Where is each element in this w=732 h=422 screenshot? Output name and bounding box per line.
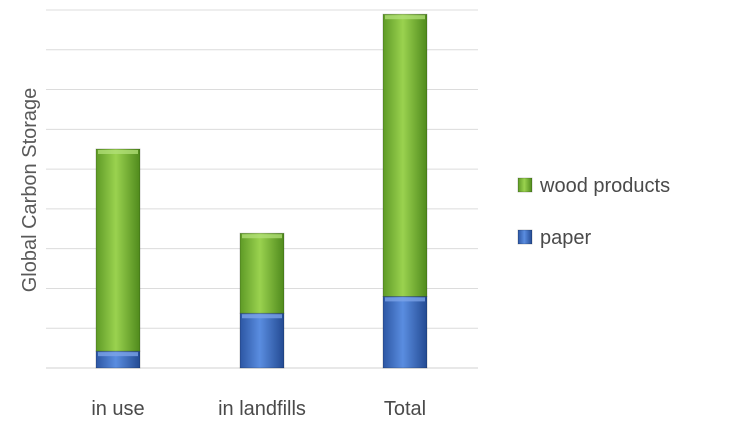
bar-bevel bbox=[242, 314, 282, 319]
bar-bevel bbox=[242, 234, 282, 239]
bar-bevel bbox=[98, 352, 138, 357]
bar-wood-products-in-use bbox=[95, 148, 141, 352]
y-axis-title: Global Carbon Storage bbox=[19, 88, 41, 293]
legend-label-wood-products: wood products bbox=[539, 175, 670, 197]
bars bbox=[95, 13, 428, 369]
x-axis-tick-labels: in use in landfills Total bbox=[91, 398, 426, 420]
x-tick-label: in landfills bbox=[218, 398, 306, 420]
legend-swatch-wood-products bbox=[517, 177, 533, 193]
legend: wood products paper bbox=[517, 175, 670, 249]
bar-bevel bbox=[385, 297, 425, 302]
bar-bevel bbox=[98, 149, 138, 154]
bar-bevel bbox=[385, 15, 425, 20]
x-tick-label: in use bbox=[91, 398, 144, 420]
bar-paper-in-landfills bbox=[239, 312, 285, 369]
bar-wood-products-total bbox=[382, 13, 428, 297]
bar-wood-products-in-landfills bbox=[239, 232, 285, 314]
legend-label-paper: paper bbox=[540, 227, 591, 249]
bar-paper-total bbox=[382, 295, 428, 369]
legend-swatch-paper bbox=[517, 229, 533, 245]
x-tick-label: Total bbox=[384, 398, 426, 420]
